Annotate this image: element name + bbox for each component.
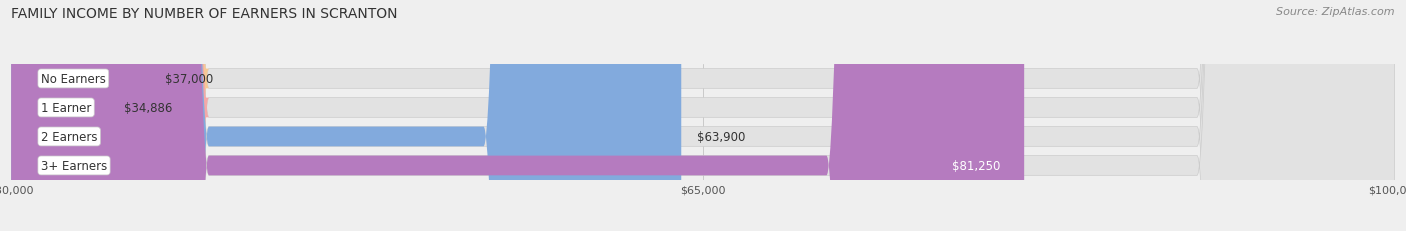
- Text: 1 Earner: 1 Earner: [41, 101, 91, 115]
- Text: $34,886: $34,886: [124, 101, 172, 115]
- Text: FAMILY INCOME BY NUMBER OF EARNERS IN SCRANTON: FAMILY INCOME BY NUMBER OF EARNERS IN SC…: [11, 7, 398, 21]
- Text: $63,900: $63,900: [697, 130, 745, 143]
- FancyBboxPatch shape: [11, 0, 1395, 231]
- FancyBboxPatch shape: [0, 0, 209, 231]
- Text: $37,000: $37,000: [166, 73, 214, 86]
- FancyBboxPatch shape: [11, 0, 1395, 231]
- FancyBboxPatch shape: [11, 0, 682, 231]
- Text: Source: ZipAtlas.com: Source: ZipAtlas.com: [1277, 7, 1395, 17]
- FancyBboxPatch shape: [11, 0, 1395, 231]
- Text: $81,250: $81,250: [952, 159, 1001, 172]
- FancyBboxPatch shape: [11, 0, 1395, 231]
- FancyBboxPatch shape: [11, 0, 1024, 231]
- Text: 2 Earners: 2 Earners: [41, 130, 97, 143]
- Text: No Earners: No Earners: [41, 73, 105, 86]
- Text: 3+ Earners: 3+ Earners: [41, 159, 107, 172]
- FancyBboxPatch shape: [0, 0, 209, 231]
